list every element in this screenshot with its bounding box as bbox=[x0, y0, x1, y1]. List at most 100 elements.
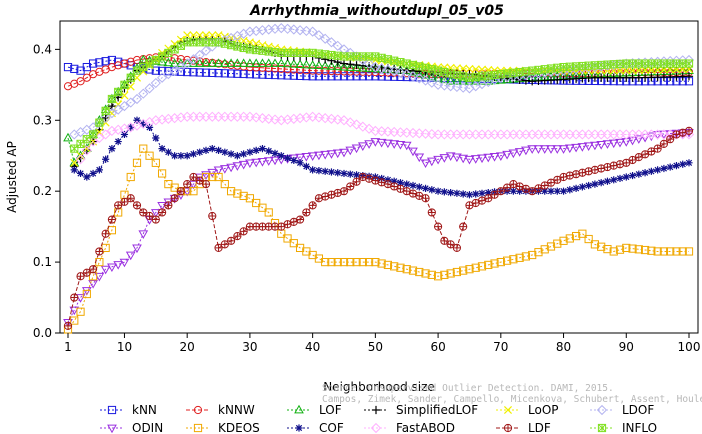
data-point-kdeos bbox=[471, 263, 480, 272]
data-point-knn bbox=[164, 67, 173, 76]
data-point-odin bbox=[257, 158, 268, 167]
data-point-odin bbox=[88, 279, 98, 289]
series-line-fastabod bbox=[80, 116, 689, 160]
data-point-cof bbox=[277, 152, 285, 160]
data-point-cof bbox=[258, 145, 267, 153]
data-point-kdeos bbox=[252, 198, 261, 208]
x-tick-label: 70 bbox=[493, 340, 508, 354]
data-point-ldf bbox=[151, 215, 160, 224]
data-point-fastabod bbox=[351, 119, 362, 130]
data-point-kdeos bbox=[647, 246, 656, 255]
data-point-knn bbox=[151, 66, 160, 75]
data-point-cof bbox=[95, 166, 103, 174]
data-point-knn bbox=[333, 72, 342, 81]
data-point-knnw bbox=[107, 62, 117, 72]
data-point-cof bbox=[572, 184, 580, 192]
data-point-knn bbox=[189, 68, 198, 77]
data-point-kdeos bbox=[584, 234, 593, 244]
data-point-cof bbox=[334, 169, 342, 177]
data-point-cof bbox=[309, 166, 317, 174]
data-point-ldf bbox=[139, 208, 148, 217]
data-point-fastabod bbox=[558, 129, 569, 140]
data-point-lof bbox=[320, 60, 331, 70]
data-point-kdeos bbox=[534, 248, 543, 257]
data-point-loop bbox=[189, 31, 198, 40]
data-point-lof bbox=[245, 58, 255, 67]
data-point-cof bbox=[390, 177, 398, 185]
data-point-ldf bbox=[101, 229, 110, 238]
data-point-kdeos bbox=[509, 255, 518, 264]
data-point-odin bbox=[433, 155, 443, 165]
data-point-ldof bbox=[282, 23, 293, 34]
data-point-ldf bbox=[63, 321, 73, 331]
data-point-fastabod bbox=[75, 154, 86, 165]
y-axis-label: Adjusted AP bbox=[5, 141, 19, 213]
legend: kNN kNNW LOF SimplifiedLOF LoOP LDOF ODIN KDEOS… bbox=[100, 403, 657, 434]
data-point-odin bbox=[100, 265, 111, 275]
data-point-kdeos bbox=[678, 247, 687, 256]
data-point-knn bbox=[371, 72, 380, 81]
data-point-fastabod bbox=[313, 112, 325, 123]
data-point-loop bbox=[214, 31, 223, 40]
data-point-kdeos bbox=[490, 259, 499, 268]
data-point-kdeos bbox=[546, 242, 556, 251]
watermark-line-2: Campos, Zimek, Sander, Campello, Micenko… bbox=[322, 394, 702, 405]
data-point-cof bbox=[108, 145, 116, 153]
data-point-fastabod bbox=[125, 122, 136, 133]
data-point-ldf bbox=[339, 187, 349, 196]
data-point-ldf bbox=[427, 208, 436, 217]
data-point-knnw bbox=[339, 67, 349, 76]
legend-label: KDEOS bbox=[218, 421, 260, 434]
data-point-ldf bbox=[352, 177, 361, 186]
data-point-fastabod bbox=[81, 145, 92, 156]
data-point-loop bbox=[622, 66, 631, 75]
data-point-kdeos bbox=[151, 158, 160, 167]
data-point-ldf bbox=[678, 128, 687, 137]
data-point-ldof bbox=[382, 64, 394, 76]
data-point-ldof bbox=[414, 73, 425, 84]
data-point-odin bbox=[345, 146, 356, 156]
data-point-inflo bbox=[107, 94, 117, 104]
data-point-kdeos bbox=[590, 240, 600, 249]
legend-label: LoOP bbox=[528, 403, 559, 417]
series-line-kdeos bbox=[67, 147, 689, 330]
data-point-odin bbox=[546, 145, 556, 154]
data-point-inflo bbox=[126, 73, 135, 82]
data-point-odin bbox=[590, 141, 600, 151]
data-point-cof bbox=[290, 156, 298, 165]
data-point-cof bbox=[578, 183, 586, 191]
data-point-fastabod bbox=[363, 123, 375, 134]
data-point-ldof bbox=[451, 81, 463, 93]
data-point-kdeos bbox=[258, 203, 267, 212]
data-point-fastabod bbox=[138, 118, 149, 129]
data-point-lof bbox=[182, 58, 193, 67]
data-point-ldf bbox=[114, 201, 123, 210]
data-point-odin bbox=[307, 152, 318, 161]
data-point-loop bbox=[76, 151, 85, 160]
data-point-inflo bbox=[672, 59, 681, 68]
data-point-lof bbox=[138, 54, 149, 64]
data-point-ldof bbox=[420, 75, 431, 86]
data-point-knnw bbox=[270, 64, 280, 73]
data-point-lof bbox=[163, 57, 174, 67]
data-point-odin bbox=[81, 287, 92, 296]
data-point-ldf bbox=[126, 194, 135, 203]
data-point-kdeos bbox=[421, 269, 430, 278]
legend-label: kNNW bbox=[218, 403, 255, 417]
data-point-knnw bbox=[321, 66, 330, 76]
data-point-ldof bbox=[276, 22, 287, 34]
data-point-kdeos bbox=[346, 257, 355, 267]
data-point-knnw bbox=[258, 63, 267, 72]
legend-marker bbox=[295, 424, 303, 432]
data-point-fastabod bbox=[389, 126, 400, 138]
data-point-ldf bbox=[502, 183, 512, 192]
data-point-cof bbox=[133, 116, 141, 124]
x-tick-label: 90 bbox=[619, 340, 634, 354]
legend-item-ldof: LDOF bbox=[590, 403, 654, 417]
data-point-inflo bbox=[252, 45, 261, 55]
data-point-kdeos bbox=[364, 257, 374, 267]
data-point-knn bbox=[226, 69, 236, 78]
data-point-ldf bbox=[371, 176, 380, 185]
data-point-ldf bbox=[364, 174, 374, 183]
